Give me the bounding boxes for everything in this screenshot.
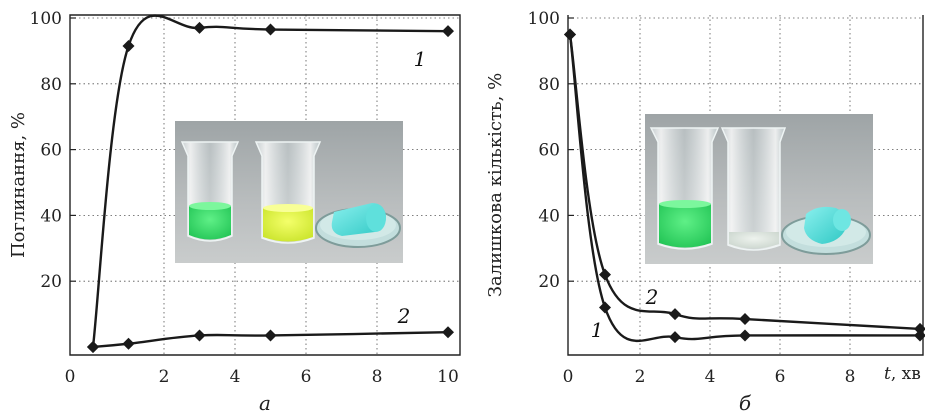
series-2-point [564, 28, 576, 41]
series-2-point [669, 308, 681, 321]
chart-a-frame [69, 14, 461, 356]
y-tick-label: 40 [538, 206, 560, 226]
x-tick-label: 8 [372, 367, 383, 387]
chart-a-tick-labels: 20 40 60 80 100 0 2 4 6 8 10 [30, 9, 459, 387]
series-2-point [264, 329, 277, 342]
chart-a-series: 12 [87, 14, 454, 353]
series-1-point [739, 329, 751, 342]
x-tick-label: 6 [775, 367, 786, 387]
y-tick-label: 60 [538, 141, 560, 161]
x-tick-label: 8 [845, 367, 856, 387]
series-2-point [599, 268, 611, 281]
chart-b-sublabel: б [739, 391, 752, 415]
y-tick-label: 20 [40, 272, 62, 292]
y-tick-label: 40 [40, 206, 62, 226]
series-1-point [442, 25, 454, 38]
inset-photo-b [645, 114, 873, 264]
series-1-point [669, 331, 681, 344]
series-2-point [442, 326, 454, 339]
series-number-label: 1 [591, 318, 604, 342]
chart-b-series: 12 [564, 28, 925, 344]
y-tick-label: 100 [528, 9, 560, 29]
series-1-line [91, 14, 449, 348]
series-2-line [92, 330, 449, 349]
series-2-point [914, 322, 925, 335]
y-tick-label: 20 [538, 272, 560, 292]
x-tick-label: 10 [437, 367, 459, 387]
x-tick-label: 4 [230, 367, 241, 387]
y-tick-label: 80 [538, 75, 560, 95]
x-tick-label: 2 [159, 367, 170, 387]
x-tick-label: 0 [65, 367, 76, 387]
series-1-line [568, 34, 921, 343]
y-tick-label: 100 [30, 9, 62, 29]
y-tick-label: 60 [40, 141, 62, 161]
chart-b-frame [567, 15, 924, 356]
y-tick-label: 80 [40, 75, 62, 95]
x-tick-label: 0 [563, 367, 574, 387]
series-number-label: 2 [645, 285, 659, 309]
series-1-point [193, 21, 206, 34]
x-tick-label: 2 [635, 367, 646, 387]
series-1-point [122, 39, 135, 52]
chart-a-ylabel: Поглинання, % [8, 112, 29, 258]
series-2-point [87, 341, 99, 353]
x-tick-label: 6 [301, 367, 312, 387]
chart-b-xlabel: t, хв [884, 364, 921, 384]
series-number-label: 1 [414, 47, 427, 71]
series-number-label: 2 [397, 304, 411, 328]
chart-b-ylabel: Залишкова кількість, % [485, 73, 506, 297]
inset-photo-a [175, 121, 403, 263]
series-1-point [264, 23, 277, 36]
series-2-point [122, 337, 135, 350]
series-2-line [568, 34, 921, 331]
x-tick-label: 4 [705, 367, 716, 387]
series-1-point [599, 301, 611, 314]
chart-a-sublabel: а [259, 391, 271, 415]
chart-b-tick-labels: 20 40 60 80 100 0 2 4 6 8 [528, 9, 856, 387]
series-2-point [193, 329, 206, 342]
chart-b-grid [568, 15, 923, 355]
series-2-point [739, 313, 751, 326]
